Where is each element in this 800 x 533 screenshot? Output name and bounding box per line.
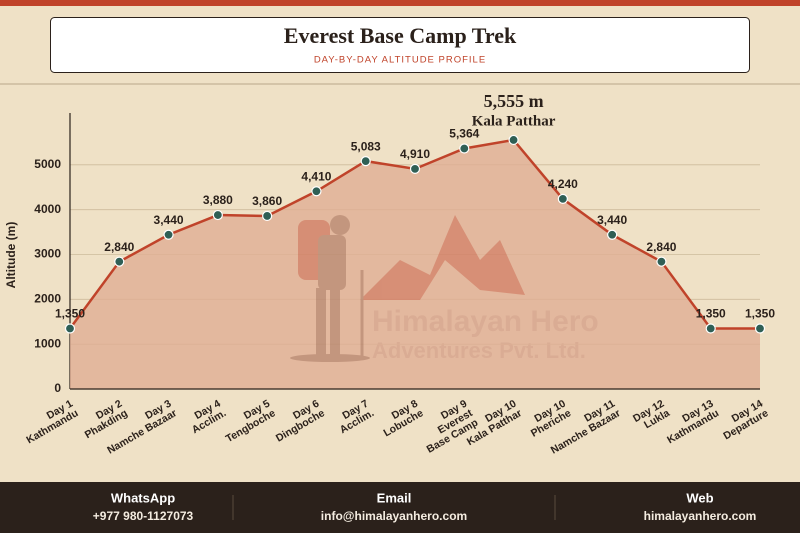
title-box	[50, 17, 750, 73]
annotation: Kala Patthar	[472, 113, 556, 129]
watermark-art	[290, 215, 525, 362]
chart-title: Everest Base Camp Trek	[284, 23, 517, 48]
marker	[163, 229, 174, 240]
y-tick-label: 5000	[34, 157, 61, 171]
y-tick-label: 4000	[34, 202, 61, 216]
marker	[459, 143, 470, 154]
data-label: 5,364	[449, 127, 479, 141]
top-bar	[0, 0, 800, 6]
data-label: 1,350	[696, 307, 726, 321]
data-label: 5,083	[351, 139, 381, 153]
footer-bar	[0, 482, 800, 533]
footer-label: Email	[377, 490, 412, 505]
area	[70, 139, 760, 389]
marker	[114, 256, 125, 267]
marker	[754, 323, 766, 334]
data-label: 3,440	[154, 213, 184, 227]
y-tick-label: 1000	[34, 336, 61, 350]
data-label: 4,240	[548, 177, 578, 191]
footer-value: +977 980-1127073	[93, 509, 194, 523]
y-tick-label: 2000	[34, 292, 61, 306]
marker	[508, 134, 519, 146]
marker	[409, 163, 421, 174]
marker	[262, 210, 273, 222]
footer-value: info@himalayanhero.com	[321, 509, 467, 523]
data-label: 3,880	[203, 193, 233, 207]
marker	[64, 323, 76, 334]
y-tick-label: 3000	[34, 247, 61, 261]
chart-subtitle: DAY-BY-DAY ALTITUDE PROFILE	[314, 55, 486, 66]
data-label: 2,840	[104, 240, 134, 254]
footer-value: himalayanhero.com	[644, 509, 757, 523]
data-label: 4,910	[400, 147, 430, 161]
marker	[607, 229, 618, 240]
data-label: 3,860	[252, 194, 282, 208]
footer-label: WhatsApp	[111, 490, 175, 505]
marker	[212, 209, 223, 221]
marker	[360, 156, 371, 167]
plot: Himalayan HeroAdventures Pvt. Ltd.010002…	[4, 91, 775, 457]
data-label: 2,840	[646, 240, 676, 254]
marker	[705, 323, 716, 334]
y-axis-label: Altitude (m)	[4, 222, 18, 289]
y-tick-label: 0	[54, 381, 61, 395]
marker	[557, 193, 568, 205]
marker	[311, 186, 322, 197]
peak-label: 5,555 m	[484, 91, 544, 111]
marker	[656, 256, 667, 267]
data-label: 1,350	[55, 307, 85, 321]
footer-label: Web	[686, 490, 713, 505]
data-label: 4,410	[301, 169, 331, 183]
data-label: 1,350	[745, 307, 775, 321]
data-label: 3,440	[597, 213, 627, 227]
